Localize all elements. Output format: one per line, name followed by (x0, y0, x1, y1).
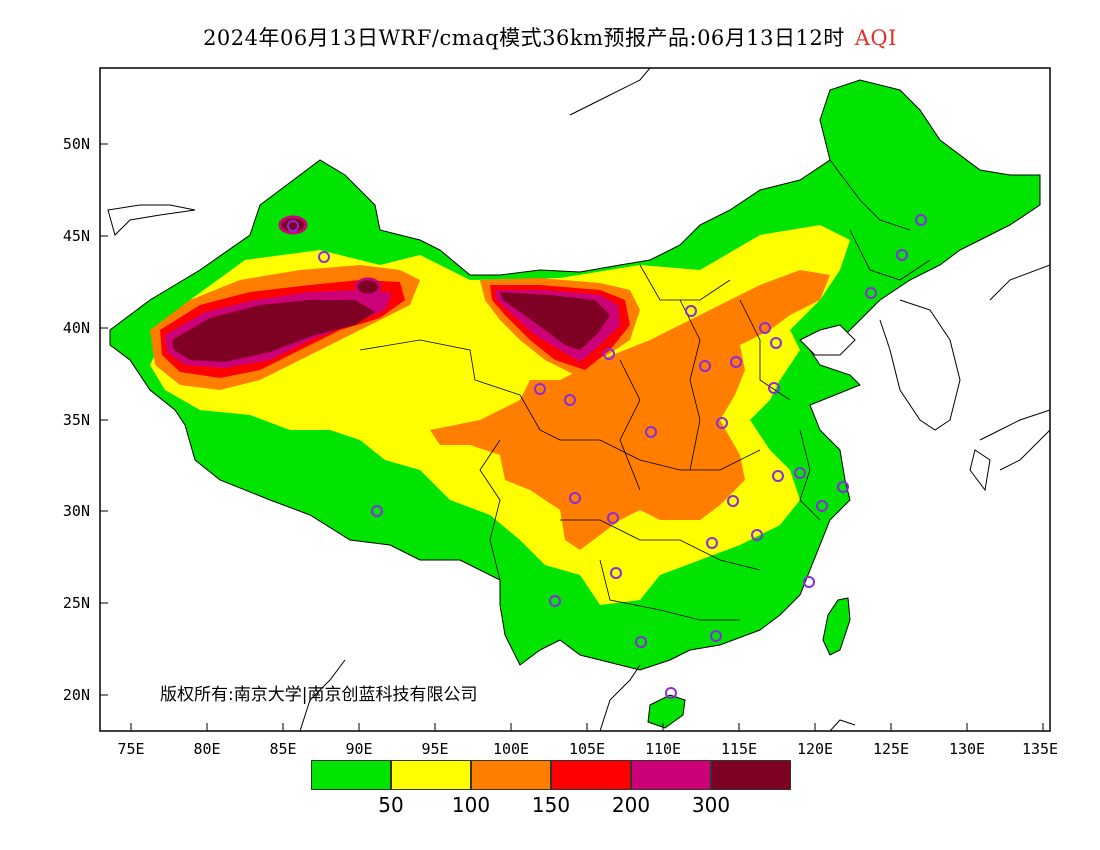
lon-label: 75E (117, 740, 145, 758)
lon-label: 90E (345, 740, 373, 758)
lon-tick-marks (130, 723, 1044, 731)
station-marker (865, 287, 877, 299)
station-marker (287, 220, 299, 232)
legend-swatch-moderate (391, 760, 471, 790)
station-marker (896, 249, 908, 261)
station-marker (794, 467, 806, 479)
station-marker (710, 630, 722, 642)
legend-swatch-unhealthy (551, 760, 631, 790)
lon-label: 80E (193, 740, 221, 758)
lon-label: 95E (421, 740, 449, 758)
neighbor-coastlines (107, 68, 1050, 731)
station-marker (772, 470, 784, 482)
station-marker (730, 356, 742, 368)
station-marker (371, 505, 383, 517)
lon-label: 130E (948, 740, 986, 758)
map-title: 2024年06月13日WRF/cmaq模式36km预报产品:06月13日12时 A… (0, 22, 1100, 52)
station-marker (770, 337, 782, 349)
legend-label: 150 (531, 793, 571, 817)
map-frame (99, 67, 1051, 732)
station-marker (768, 382, 780, 394)
station-marker (318, 251, 330, 263)
hazardous-region-alxa (500, 292, 610, 350)
station-marker (569, 492, 581, 504)
lon-label: 110E (644, 740, 682, 758)
station-marker (751, 529, 763, 541)
hazardous-spot-lop-nur (354, 277, 382, 297)
station-marker (727, 495, 739, 507)
station-marker (685, 305, 697, 317)
station-marker (603, 348, 615, 360)
lat-label: 45N (62, 227, 90, 245)
station-marker (607, 512, 619, 524)
station-marker (635, 636, 647, 648)
copyright-notice: 版权所有:南京大学|南京创蓝科技有限公司 (160, 685, 478, 705)
station-marker (534, 383, 546, 395)
lon-label: 100E (492, 740, 530, 758)
province-boundaries (359, 159, 931, 621)
lat-tick-marks (100, 143, 108, 696)
lat-label: 25N (62, 594, 90, 612)
station-marker (564, 394, 576, 406)
station-marker (665, 687, 677, 699)
legend-swatch-hazardous (711, 760, 791, 790)
hazardous-region-taklimakan (172, 300, 375, 362)
legend-swatch-very-unhealthy (631, 760, 711, 790)
lat-label: 50N (62, 135, 90, 153)
lat-label: 35N (62, 411, 90, 429)
station-marker (645, 426, 657, 438)
lon-label: 120E (796, 740, 834, 758)
title-variable: AQI (854, 26, 897, 50)
station-marker (837, 481, 849, 493)
legend-label: 50 (378, 793, 404, 817)
taiwan-island (822, 597, 851, 656)
station-marker (803, 576, 815, 588)
station-marker (610, 567, 622, 579)
lon-label: 105E (568, 740, 606, 758)
lat-label: 40N (62, 319, 90, 337)
lon-label: 85E (269, 740, 297, 758)
title-main: 2024年06月13日WRF/cmaq模式36km预报产品:06月13日12时 (203, 26, 845, 50)
station-marker (716, 417, 728, 429)
hazardous-spot-junggar (278, 215, 308, 235)
legend-swatch-good (311, 760, 391, 790)
station-marker (699, 360, 711, 372)
lat-label: 30N (62, 502, 90, 520)
lon-label: 135E (1021, 740, 1059, 758)
station-marker (759, 322, 771, 334)
bohai-sea (799, 324, 856, 356)
legend-label: 100 (451, 793, 491, 817)
station-marker (706, 537, 718, 549)
legend-swatch-usg (471, 760, 551, 790)
station-marker (549, 595, 561, 607)
hainan-island (647, 694, 686, 729)
lon-label: 115E (720, 740, 758, 758)
lat-label: 20N (62, 686, 90, 704)
station-marker (915, 214, 927, 226)
usg-region-central (430, 270, 830, 550)
legend-label: 300 (691, 793, 731, 817)
station-markers (287, 214, 927, 699)
lon-label: 125E (872, 740, 910, 758)
legend-label: 200 (611, 793, 651, 817)
station-marker (816, 500, 828, 512)
